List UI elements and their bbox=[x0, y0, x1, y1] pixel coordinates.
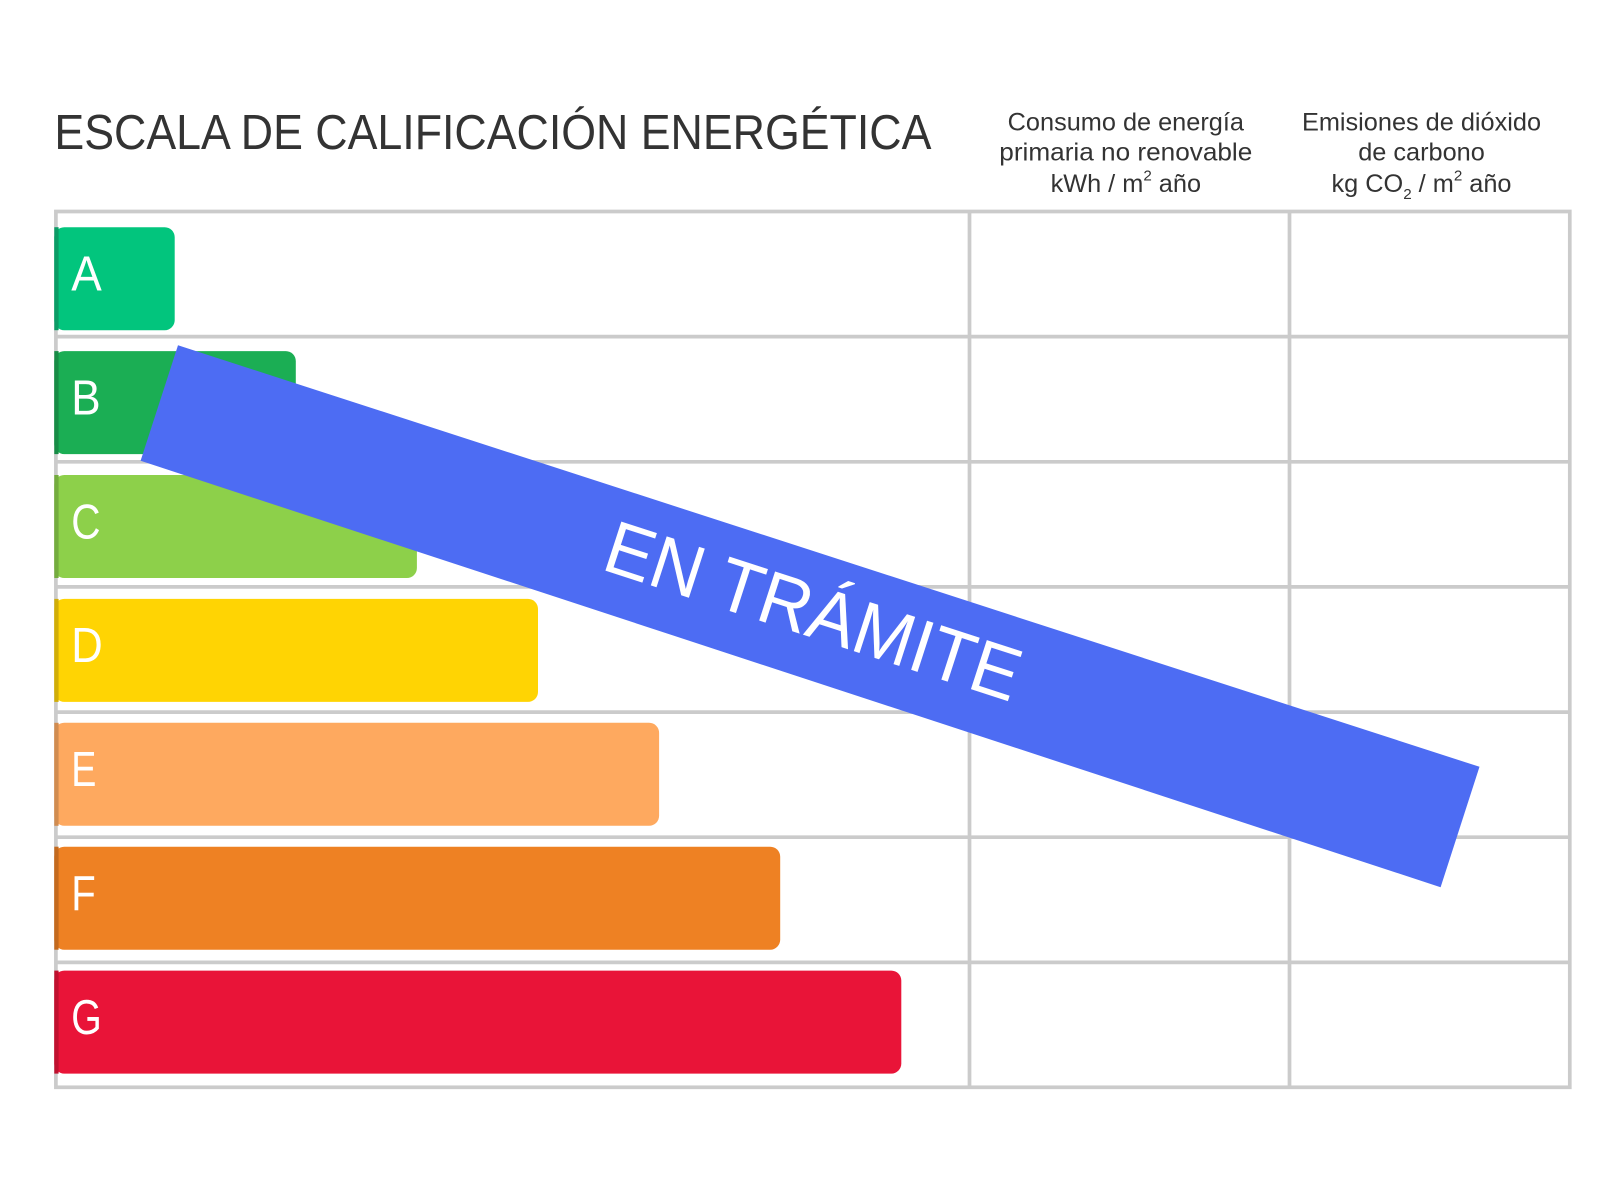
svg-text:kg CO2 / m2 año: kg CO2 / m2 año bbox=[1331, 168, 1511, 204]
svg-text:kWh / m2 año: kWh / m2 año bbox=[1051, 168, 1201, 199]
svg-text:G: G bbox=[71, 991, 102, 1045]
svg-text:E: E bbox=[71, 743, 96, 797]
svg-text:primaria no renovable: primaria no renovable bbox=[999, 139, 1252, 167]
svg-text:C: C bbox=[71, 495, 100, 549]
svg-text:B: B bbox=[71, 371, 100, 425]
svg-text:Consumo de energía: Consumo de energía bbox=[1008, 109, 1245, 137]
svg-text:D: D bbox=[71, 619, 103, 673]
svg-text:de carbono: de carbono bbox=[1358, 139, 1485, 167]
svg-text:F: F bbox=[71, 867, 96, 921]
svg-text:Emisiones de dióxido: Emisiones de dióxido bbox=[1302, 109, 1541, 137]
svg-text:A: A bbox=[71, 248, 102, 302]
svg-text:ESCALA DE CALIFICACIÓN ENERGÉT: ESCALA DE CALIFICACIÓN ENERGÉTICA bbox=[54, 106, 931, 160]
